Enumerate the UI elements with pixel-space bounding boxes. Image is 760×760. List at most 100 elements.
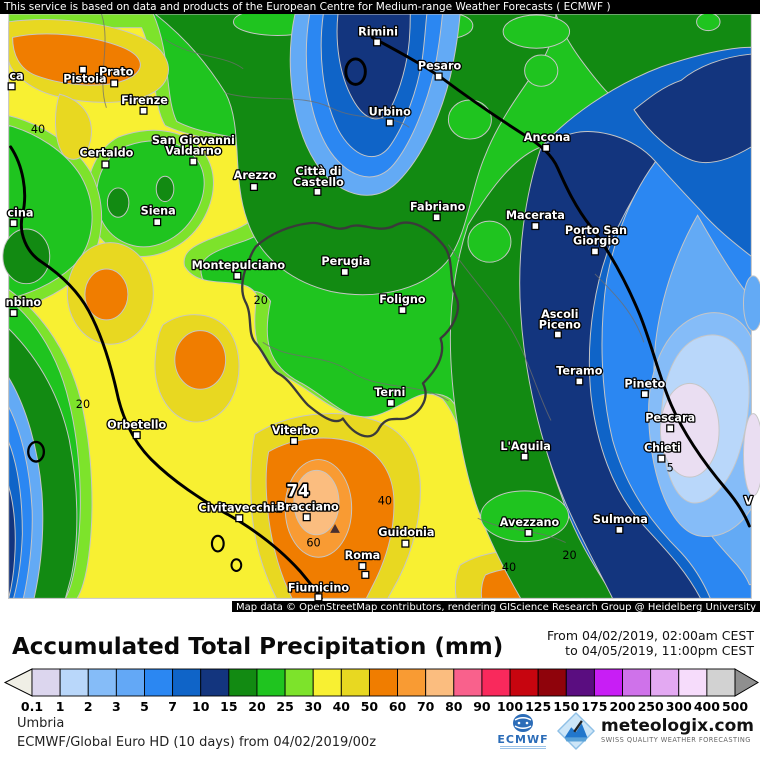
- city-marker: [385, 118, 394, 127]
- city-marker: [524, 528, 533, 537]
- city-label: Perugia: [321, 255, 370, 268]
- contour-value-label: 40: [502, 561, 516, 574]
- city-marker: [249, 182, 259, 192]
- meteologix-logo-text: meteologix.com: [601, 716, 754, 736]
- legend-tick-label: 70: [417, 699, 435, 714]
- city-label: Guidonia: [378, 526, 434, 539]
- page-title: Accumulated Total Precipitation (mm): [12, 634, 504, 660]
- legend-cell: [537, 668, 567, 697]
- city-label: Sulmona: [593, 513, 648, 526]
- city-label: Avezzano: [500, 516, 560, 529]
- legend-tick-label: 0.1: [21, 699, 43, 714]
- city-label: Ascoli Piceno: [539, 308, 581, 332]
- city-label: Ancona: [524, 131, 571, 144]
- city-marker: [531, 221, 540, 231]
- legend-tick-label: 2: [84, 699, 93, 714]
- forecast-period: From 04/02/2019, 02:00am CEST to 04/05/2…: [547, 628, 754, 658]
- legend-tick-label: 500: [722, 699, 748, 714]
- legend-cell: [650, 668, 680, 697]
- city-label: nbino: [6, 296, 42, 309]
- legend-cell: [425, 668, 455, 697]
- city-label: Pistoia: [63, 72, 106, 85]
- legend-tick-label: 30: [304, 699, 322, 714]
- city-marker: [313, 187, 322, 196]
- city-marker: [553, 330, 562, 339]
- city-marker: [78, 65, 88, 74]
- contour-value-label: 40: [378, 495, 392, 508]
- city-marker: [289, 436, 299, 446]
- legend-cell: [59, 668, 89, 697]
- legend-cell: [481, 668, 511, 697]
- city-label: Teramo: [556, 365, 603, 378]
- legend-tick-label: 200: [609, 699, 635, 714]
- city-label: ca: [9, 69, 23, 82]
- city-label: Siena: [141, 204, 176, 217]
- city-label: Rimini: [358, 25, 398, 38]
- legend-cell: [509, 668, 539, 697]
- legend-tick-label: 100: [497, 699, 523, 714]
- forecast-to: to 04/05/2019, 11:00pm CEST: [565, 643, 754, 658]
- island-outline: [210, 534, 225, 553]
- legend-cell: [678, 668, 708, 697]
- city-marker: [542, 143, 551, 152]
- ecmwf-logo[interactable]: ECMWF: [497, 713, 549, 749]
- city-marker: [101, 160, 110, 169]
- city-label: Pescara: [645, 411, 695, 424]
- city-marker: [398, 306, 407, 315]
- legend-cell: [115, 668, 145, 697]
- city-label: Pineto: [624, 377, 665, 390]
- city-marker: [340, 267, 349, 277]
- legend-cell: [200, 668, 230, 697]
- ecmwf-logo-underline: [500, 746, 547, 749]
- ecmwf-logo-icon: [513, 714, 534, 732]
- legend-cell: [593, 668, 623, 697]
- legend-cell: [340, 668, 370, 697]
- legend-cell: [256, 668, 286, 697]
- contour-labels: 40 20 20 40 60 5 20 40: [31, 123, 674, 574]
- contour-value-label: 60: [306, 537, 320, 550]
- umbria-region-border: [241, 221, 460, 438]
- city-marker: [657, 454, 666, 463]
- legend-tick-label: 25: [276, 699, 293, 714]
- legend-cell: [87, 668, 117, 697]
- city-label: Fabriano: [410, 200, 466, 213]
- contour-value-label: 20: [254, 294, 268, 307]
- city-marker: [235, 514, 244, 523]
- legend-cell: [622, 668, 652, 697]
- island-outline: [230, 558, 243, 572]
- legend-cell: [284, 668, 314, 697]
- city-label: Civitavecchia: [198, 501, 282, 514]
- meteologix-tagline: SWISS QUALITY WEATHER FORECASTING: [601, 736, 751, 744]
- max-point-marker: [330, 524, 340, 533]
- island-outline: [27, 440, 46, 463]
- ecmwf-logo-text: ECMWF: [497, 733, 549, 746]
- legend-tick-label: 150: [553, 699, 579, 714]
- legend-cell: [565, 668, 595, 697]
- legend-tick-label: 400: [694, 699, 720, 714]
- legend-tick-label: 300: [666, 699, 692, 714]
- city-label: Montepulciano: [192, 259, 286, 272]
- city-marker: [9, 219, 18, 228]
- city-label: Pesaro: [418, 60, 462, 73]
- city-label: Arezzo: [234, 169, 277, 182]
- city-label: Urbino: [369, 106, 412, 119]
- precipitation-map[interactable]: 40 20 20 40 60 5 20 40 ca Pistoia Prato Firenze Cer…: [0, 7, 760, 614]
- city-marker: [666, 424, 675, 433]
- meteologix-logo-icon: [557, 712, 595, 750]
- region-label: Umbria: [17, 716, 65, 731]
- legend-cell: [397, 668, 427, 697]
- city-marker: [189, 157, 198, 166]
- city-label: Firenze: [121, 94, 168, 107]
- forecast-from: From 04/02/2019, 02:00am CEST: [547, 628, 754, 643]
- city-label: cina: [7, 206, 33, 219]
- san-marino-border: [344, 57, 367, 86]
- legend-tick-label: 5: [140, 699, 149, 714]
- city-marker: [361, 570, 370, 579]
- legend-tick-label: 3: [112, 699, 121, 714]
- legend-cell: [228, 668, 258, 697]
- city-label: Fiumicino: [288, 581, 350, 594]
- meteologix-logo[interactable]: meteologix.com SWISS QUALITY WEATHER FOR…: [557, 712, 754, 750]
